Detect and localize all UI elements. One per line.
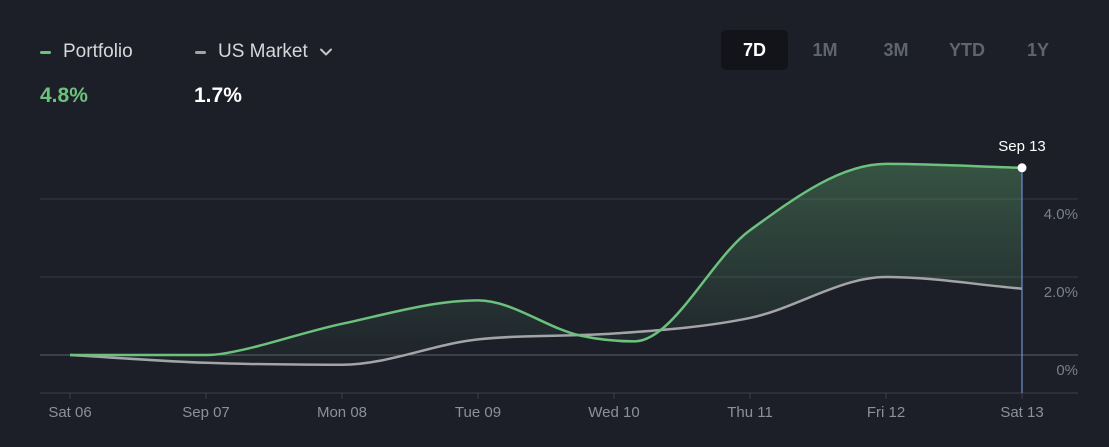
range-1y-button[interactable]: 1Y — [1026, 40, 1050, 60]
hover-date-label: Sep 13 — [998, 138, 1046, 155]
y-tick-label: 0% — [1056, 362, 1078, 379]
y-axis-ticks: 4.0% 2.0% 0% — [1044, 206, 1078, 379]
market-legend-marker — [195, 50, 206, 54]
range-3m-button[interactable]: 3M — [883, 40, 909, 60]
portfolio-legend-marker — [40, 50, 51, 54]
chevron-down-icon — [319, 48, 332, 56]
range-ytd-button[interactable]: YTD — [949, 40, 985, 60]
time-range-selector: 7D 1M 3M YTD 1Y — [721, 30, 1071, 70]
market-selector-dropdown[interactable]: US Market — [195, 41, 334, 63]
x-tick-label: Mon 08 — [317, 404, 367, 421]
portfolio-change-value: 4.8% — [40, 84, 88, 107]
x-tick-label: Sep 07 — [182, 404, 230, 421]
x-tick-label: Thu 11 — [727, 404, 773, 421]
x-axis-ticks: Sat 06 Sep 07 Mon 08 Tue 09 Wed 10 Thu 11 Fri … — [48, 393, 1044, 421]
hover-point-marker — [1017, 163, 1027, 173]
x-tick-label: Fri 12 — [867, 404, 905, 421]
x-tick-label: Wed 10 — [588, 404, 639, 421]
us-market-line — [69, 275, 1023, 367]
range-1m-button[interactable]: 1M — [812, 40, 838, 60]
x-tick-label: Sat 13 — [1000, 404, 1043, 421]
range-7d-button[interactable]: 7D — [721, 30, 788, 70]
x-tick-label: Sat 06 — [48, 404, 91, 421]
portfolio-legend-label: Portfolio — [63, 41, 133, 62]
legend-portfolio: Portfolio — [40, 41, 133, 63]
y-tick-label: 2.0% — [1044, 284, 1078, 301]
portfolio-vs-market-area — [70, 163, 1022, 365]
market-legend-label: US Market — [218, 41, 308, 62]
market-change-value: 1.7% — [194, 84, 242, 107]
y-tick-label: 4.0% — [1044, 206, 1078, 223]
x-tick-label: Tue 09 — [455, 404, 501, 421]
portfolio-line — [70, 162, 1023, 357]
